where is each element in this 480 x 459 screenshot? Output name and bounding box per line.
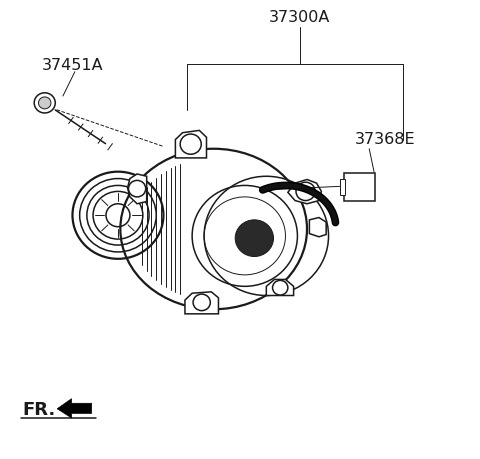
Polygon shape [57, 399, 92, 418]
Text: 37451A: 37451A [41, 57, 103, 73]
Text: FR.: FR. [22, 400, 56, 418]
FancyBboxPatch shape [344, 173, 375, 201]
Circle shape [235, 220, 274, 257]
Circle shape [180, 135, 201, 155]
Circle shape [34, 94, 55, 114]
Polygon shape [128, 174, 147, 204]
Polygon shape [310, 218, 326, 237]
Circle shape [129, 181, 146, 197]
Circle shape [347, 181, 359, 193]
Circle shape [273, 281, 288, 296]
Polygon shape [175, 131, 206, 158]
Polygon shape [185, 292, 218, 314]
Polygon shape [288, 180, 322, 204]
Polygon shape [339, 179, 345, 195]
Circle shape [246, 231, 263, 248]
Polygon shape [266, 280, 294, 296]
Circle shape [193, 295, 210, 311]
Circle shape [296, 183, 315, 201]
Text: 37300A: 37300A [269, 10, 331, 24]
Circle shape [38, 98, 51, 110]
Text: 37368E: 37368E [355, 132, 416, 147]
